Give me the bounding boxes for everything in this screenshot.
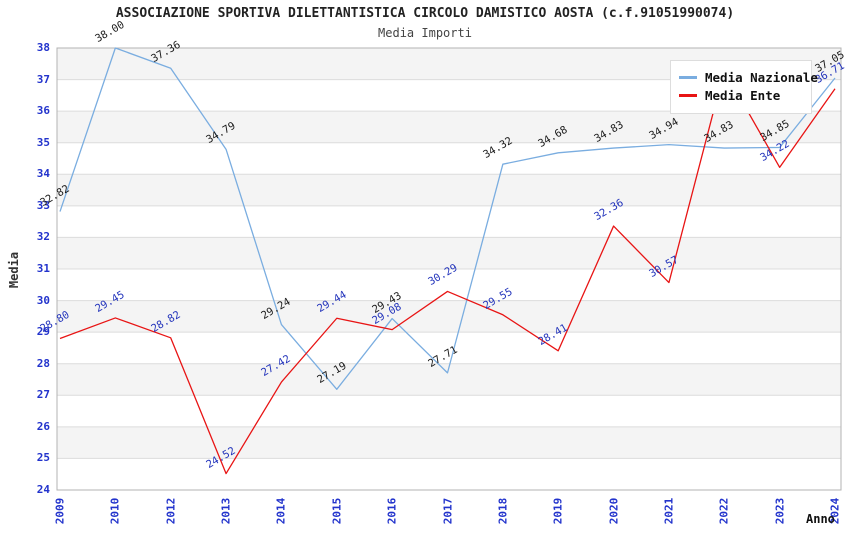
y-tick-label: 33 [36, 198, 50, 212]
media-nazionale-line [59, 47, 836, 390]
plot-band [57, 395, 841, 427]
y-tick-label: 29 [36, 325, 50, 339]
x-tick-label: 2017 [441, 497, 454, 525]
plot-band [57, 174, 841, 206]
y-tick-label: 37 [36, 72, 50, 86]
plot-band [57, 269, 841, 301]
y-tick-label: 34 [36, 167, 50, 181]
legend: Media Nazionale Media Ente [670, 60, 818, 114]
plot-border [56, 47, 842, 491]
plot-band [57, 332, 841, 364]
media-ente-line-icon [679, 94, 697, 97]
x-tick-label: 2012 [164, 497, 178, 525]
x-axis-title: Anno [806, 512, 835, 526]
x-tick-label: 2015 [330, 497, 344, 525]
y-tick-label: 25 [36, 451, 50, 465]
x-tick-label: 2009 [53, 497, 67, 525]
y-tick-label: 28 [36, 356, 50, 370]
y-tick-label: 38 [36, 41, 50, 54]
y-tick-label: 30 [36, 293, 50, 307]
legend-item-media-nazionale: Media Nazionale [679, 70, 818, 85]
media-nazionale-line-icon [679, 76, 697, 79]
x-tick-label: 2018 [496, 497, 510, 525]
x-tick-label: 2020 [607, 497, 621, 525]
plot-band [57, 237, 841, 269]
y-axis-title: Media [7, 251, 21, 289]
plot-band [57, 205, 841, 238]
legend-label-media-nazionale: Media Nazionale [705, 70, 818, 85]
media-ente-line [59, 69, 836, 475]
x-tick-label: 2022 [717, 497, 731, 525]
plot-band [57, 142, 841, 175]
y-tick-label: 27 [36, 388, 50, 402]
x-tick-label: 2021 [662, 497, 676, 525]
plot-band [57, 300, 841, 333]
plot-band [57, 426, 841, 459]
y-tick-label: 31 [36, 262, 50, 275]
x-tick-label: 2016 [385, 497, 399, 525]
plot-band [57, 458, 841, 490]
y-tick-label: 32 [36, 230, 50, 244]
chart-subtitle: Media Importi [378, 26, 472, 40]
y-tick-label: 24 [36, 483, 50, 496]
x-tick-label: 2023 [773, 497, 787, 525]
legend-label-media-ente: Media Ente [705, 88, 781, 103]
y-tick-label: 26 [36, 419, 50, 433]
legend-item-media-ente: Media Ente [679, 88, 803, 103]
x-tick-label: 2013 [219, 497, 233, 525]
x-tick-label: 2014 [274, 497, 288, 525]
chart-title: ASSOCIAZIONE SPORTIVA DILETTANTISTICA CI… [115, 6, 735, 21]
x-tick-label: 2010 [108, 497, 122, 525]
y-tick-label: 36 [36, 104, 50, 118]
y-tick-label: 35 [36, 135, 50, 149]
plot-band [57, 111, 841, 143]
x-tick-label: 2019 [551, 497, 565, 525]
